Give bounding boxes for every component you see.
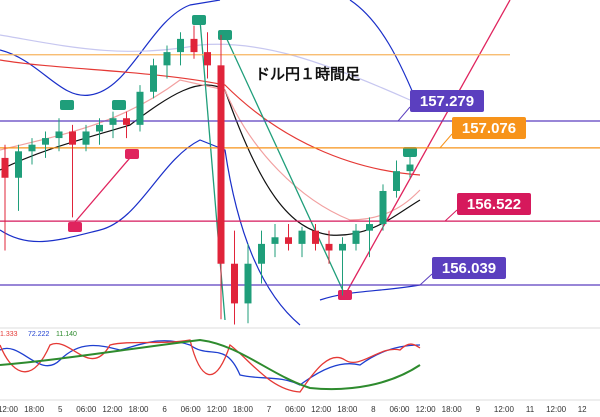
candle-body (393, 171, 400, 191)
x-tick-label: 7 (267, 405, 272, 414)
x-tick-label: 06:00 (285, 405, 306, 414)
candle-body (312, 230, 319, 244)
candle-body (271, 237, 279, 244)
x-tick-label: 12:00 (546, 405, 567, 414)
candle-body (204, 52, 211, 66)
signal-up (218, 30, 232, 40)
candle-body (55, 131, 63, 139)
candle-body (231, 263, 238, 304)
candle-body (339, 243, 346, 251)
signal-up (403, 147, 417, 157)
candle-body (96, 124, 103, 132)
x-tick-label: 06:00 (181, 405, 202, 414)
candle-body (150, 65, 157, 92)
candle-body (15, 151, 22, 178)
level-label: 156.039 (442, 260, 496, 277)
candle-body (177, 38, 184, 53)
x-tick-label: 18:00 (24, 405, 45, 414)
candle-body (285, 237, 292, 244)
x-tick-label: 18:00 (233, 405, 254, 414)
candle-body (406, 164, 414, 172)
candle-body (136, 91, 144, 125)
x-tick-label: 12:00 (102, 405, 123, 414)
candle-body (298, 230, 306, 244)
band-upper (0, 0, 221, 96)
x-tick-label: 06:00 (389, 405, 410, 414)
level-box (432, 257, 506, 279)
candle-body (42, 138, 49, 145)
oscillator (0, 338, 421, 393)
x-tick-label: 18:00 (337, 405, 358, 414)
signal-up (192, 15, 206, 25)
x-tick-label: 6 (162, 405, 167, 414)
x-axis: 12:00 18:00 5 06:00 12:00 18:00 6 06:00 12:00 18:… (0, 405, 587, 414)
candle-body (109, 118, 117, 125)
candle-body (1, 157, 9, 178)
x-tick-label: 11 (526, 405, 535, 414)
candle-body (190, 38, 198, 53)
signal-down (68, 222, 82, 232)
trendline (74, 151, 136, 223)
x-tick-label: 12:00 (0, 405, 19, 414)
x-tick-label: 18:00 (442, 405, 463, 414)
level-box (457, 193, 531, 215)
oscillator-label: 11.140 (56, 331, 77, 338)
levels: 157.279 157.076 156.522 156.039 (0, 54, 600, 286)
x-tick-label: 06:00 (76, 405, 97, 414)
x-tick-label: 12:00 (311, 405, 332, 414)
x-tick-label: 12 (578, 405, 587, 414)
candle-body (258, 243, 265, 264)
oscillator-line (0, 338, 421, 391)
signal-up (112, 100, 126, 110)
candle-body (163, 52, 171, 66)
candle-body (352, 230, 360, 244)
trendline (224, 34, 346, 296)
signal-up (60, 100, 74, 110)
chart-title: ドル円１時間足 (255, 65, 361, 83)
x-tick-label: 9 (476, 405, 481, 414)
candle-body (217, 65, 225, 264)
x-tick-label: 12:00 (494, 405, 515, 414)
oscillator-labels: 1.333 72.222 11.140 (0, 331, 77, 338)
candle-body (28, 144, 36, 152)
x-tick-label: 12:00 (416, 405, 437, 414)
candles (1, 25, 414, 325)
oscillator-line (0, 339, 421, 393)
x-tick-label: 5 (58, 405, 63, 414)
level-connector (444, 209, 458, 222)
candle-body (379, 190, 387, 225)
x-tick-label: 18:00 (128, 405, 149, 414)
level-label: 156.522 (467, 196, 521, 213)
band-outer (0, 34, 411, 101)
candle-body (325, 243, 333, 251)
x-tick-label: 8 (371, 405, 376, 414)
level-connector (419, 273, 433, 286)
candle-body (123, 118, 130, 125)
level-box (452, 117, 526, 139)
level-connector (439, 133, 453, 149)
level-label: 157.279 (420, 93, 474, 110)
oscillator-line (0, 340, 421, 386)
x-tick-label: 12:00 (207, 405, 228, 414)
oscillator-label: 1.333 (0, 331, 18, 338)
moving-average (0, 59, 421, 176)
level-label: 157.076 (462, 120, 516, 137)
level-connector (397, 106, 411, 122)
signal-down (338, 290, 352, 300)
candle-body (366, 224, 373, 231)
oscillator-label: 72.222 (28, 331, 50, 338)
signals (60, 15, 417, 300)
candle-body (82, 131, 90, 145)
level-box (410, 90, 484, 112)
candle-body (69, 131, 76, 145)
signal-down (125, 149, 139, 159)
candle-body (244, 263, 252, 304)
